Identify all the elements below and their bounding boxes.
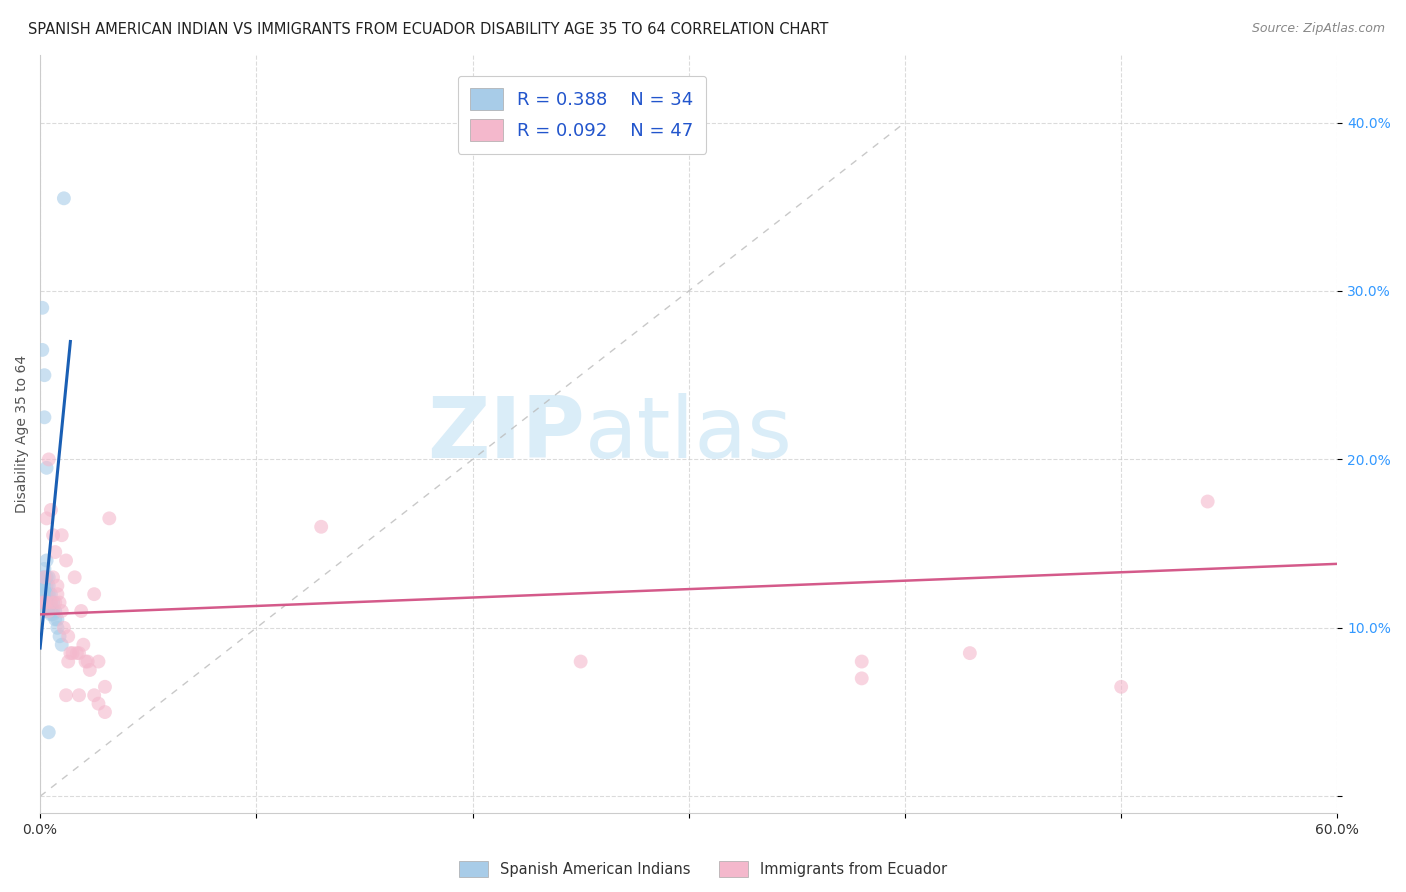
Point	[38, 587, 60, 601]
Point	[851, 672, 873, 686]
Point	[44, 545, 66, 559]
Point	[48, 596, 70, 610]
Point	[38, 570, 60, 584]
Point	[83, 587, 105, 601]
Legend: Spanish American Indians, Immigrants from Ecuador: Spanish American Indians, Immigrants fro…	[451, 854, 955, 885]
Point	[38, 725, 60, 739]
Point	[569, 655, 592, 669]
Point	[35, 553, 58, 567]
Point	[42, 570, 65, 584]
Point	[42, 528, 65, 542]
Point	[39, 600, 62, 615]
Point	[46, 579, 69, 593]
Point	[42, 607, 65, 622]
Point	[39, 596, 62, 610]
Legend: R = 0.388    N = 34, R = 0.092    N = 47: R = 0.388 N = 34, R = 0.092 N = 47	[458, 76, 706, 154]
Point	[94, 680, 117, 694]
Point	[72, 638, 94, 652]
Text: ZIP: ZIP	[427, 392, 585, 475]
Point	[34, 570, 56, 584]
Point	[34, 587, 56, 601]
Point	[35, 511, 58, 525]
Point	[52, 191, 75, 205]
Point	[38, 604, 60, 618]
Point	[44, 604, 66, 618]
Point	[59, 646, 82, 660]
Point	[34, 570, 56, 584]
Point	[39, 596, 62, 610]
Point	[34, 596, 56, 610]
Point	[39, 607, 62, 622]
Point	[66, 646, 89, 660]
Point	[58, 629, 80, 643]
Point	[87, 697, 110, 711]
Point	[35, 460, 58, 475]
Point	[58, 655, 80, 669]
Point	[31, 301, 53, 315]
Point	[42, 604, 65, 618]
Point	[79, 663, 101, 677]
Point	[63, 570, 86, 584]
Point	[67, 688, 90, 702]
Point	[31, 596, 53, 610]
Point	[51, 604, 73, 618]
Point	[34, 596, 56, 610]
Point	[46, 612, 69, 626]
Point	[35, 570, 58, 584]
Point	[31, 587, 53, 601]
Point	[62, 646, 84, 660]
Point	[34, 368, 56, 383]
Point	[39, 503, 62, 517]
Point	[851, 655, 873, 669]
Point	[75, 655, 97, 669]
Point	[31, 596, 53, 610]
Point	[46, 621, 69, 635]
Point	[67, 646, 90, 660]
Point	[1109, 680, 1132, 694]
Point	[38, 604, 60, 618]
Point	[94, 705, 117, 719]
Point	[87, 655, 110, 669]
Point	[46, 587, 69, 601]
Point	[38, 596, 60, 610]
Point	[34, 579, 56, 593]
Point	[38, 452, 60, 467]
Point	[309, 520, 332, 534]
Point	[31, 343, 53, 357]
Point	[31, 579, 53, 593]
Point	[31, 570, 53, 584]
Point	[76, 655, 98, 669]
Point	[52, 621, 75, 635]
Point	[35, 587, 58, 601]
Point	[39, 587, 62, 601]
Point	[51, 638, 73, 652]
Text: atlas: atlas	[585, 392, 793, 475]
Point	[35, 596, 58, 610]
Point	[959, 646, 981, 660]
Point	[51, 528, 73, 542]
Point	[38, 579, 60, 593]
Point	[34, 562, 56, 576]
Point	[44, 612, 66, 626]
Y-axis label: Disability Age 35 to 64: Disability Age 35 to 64	[15, 355, 30, 513]
Point	[83, 688, 105, 702]
Point	[55, 553, 77, 567]
Text: SPANISH AMERICAN INDIAN VS IMMIGRANTS FROM ECUADOR DISABILITY AGE 35 TO 64 CORRE: SPANISH AMERICAN INDIAN VS IMMIGRANTS FR…	[28, 22, 828, 37]
Point	[48, 629, 70, 643]
Point	[35, 596, 58, 610]
Point	[70, 604, 93, 618]
Point	[55, 688, 77, 702]
Point	[35, 604, 58, 618]
Text: Source: ZipAtlas.com: Source: ZipAtlas.com	[1251, 22, 1385, 36]
Point	[98, 511, 121, 525]
Point	[1197, 494, 1219, 508]
Point	[34, 410, 56, 425]
Point	[42, 596, 65, 610]
Point	[44, 596, 66, 610]
Point	[35, 579, 58, 593]
